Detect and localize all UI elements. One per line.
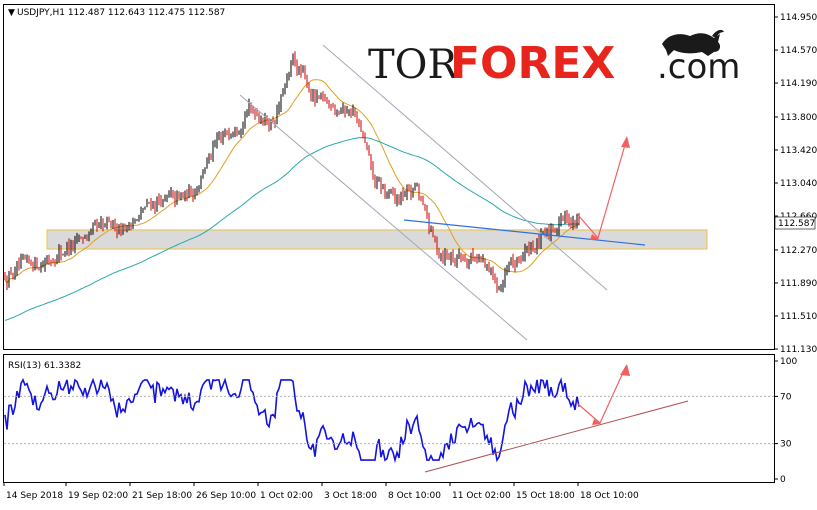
price-y-tick-label: 114.190	[780, 79, 817, 89]
price-panel-frame	[3, 4, 775, 350]
price-y-tick-label: 114.570	[780, 46, 817, 56]
price-y-tick-label: 111.890	[780, 279, 817, 289]
x-tick-label: 26 Sep 10:00	[196, 491, 256, 501]
rsi-y-tick-label: 100	[780, 357, 797, 367]
price-y-tick-label: 111.510	[780, 312, 817, 322]
last-price-label: 112.587	[778, 219, 815, 229]
last-price-marker: 112.587	[774, 216, 816, 230]
rsi-forecast-arrow-head	[592, 419, 601, 425]
x-tick-label: 15 Oct 18:00	[516, 491, 575, 501]
logo-prefix: TOR	[368, 42, 459, 88]
price-y-tick-label: 111.130	[780, 345, 817, 355]
rsi-forecast-path	[577, 365, 627, 424]
x-tick-label: 14 Sep 2018	[6, 491, 63, 501]
trendline	[403, 219, 646, 246]
support-zone	[46, 229, 708, 250]
price-y-tick-label: 114.950	[780, 13, 817, 23]
chart-header: USDJPY,H1 112.487 112.643 112.475 112.58…	[17, 8, 225, 18]
x-tick-label: 21 Sep 18:00	[132, 491, 192, 501]
x-tick-label: 1 Oct 02:00	[260, 491, 313, 501]
logo-suffix: .com	[657, 47, 740, 87]
rsi-support-trendline	[424, 400, 689, 473]
price-y-tick-label: 112.270	[780, 246, 817, 256]
candles-layer	[4, 51, 580, 293]
x-tick-label: 8 Oct 10:00	[388, 491, 441, 501]
moving-average-slow	[4, 137, 579, 321]
dropdown-triangle-icon[interactable]: ▼	[8, 8, 15, 18]
channel-upper-line	[322, 44, 608, 291]
logo-brand: FOREX	[450, 38, 615, 89]
forecast-arrow-head	[621, 136, 630, 148]
bull-icon	[662, 29, 724, 56]
x-tick-label: 18 Oct 10:00	[580, 491, 639, 501]
rsi-line	[4, 377, 580, 464]
price-y-tick-label: 113.040	[780, 179, 817, 189]
price-y-tick-label: 113.420	[780, 146, 817, 156]
forecast-path	[577, 137, 628, 240]
logo: TOR FOREX .com	[368, 29, 740, 89]
forecast-arrow-head	[590, 234, 599, 240]
x-tick-label: 11 Oct 02:00	[452, 491, 511, 501]
rsi-y-tick-label: 0	[780, 475, 786, 485]
rsi-y-tick-label: 30	[780, 440, 792, 450]
rsi-header: RSI(13) 61.3382	[8, 361, 81, 371]
rsi-y-tick-label: 70	[780, 392, 792, 402]
rsi-panel-frame	[3, 354, 775, 483]
x-tick-label: 3 Oct 18:00	[324, 491, 377, 501]
x-tick-label: 19 Sep 02:00	[68, 491, 128, 501]
price-y-tick-label: 113.800	[780, 113, 817, 123]
channel-lower-line	[239, 94, 528, 341]
rsi-forecast-arrow-head	[620, 364, 630, 376]
